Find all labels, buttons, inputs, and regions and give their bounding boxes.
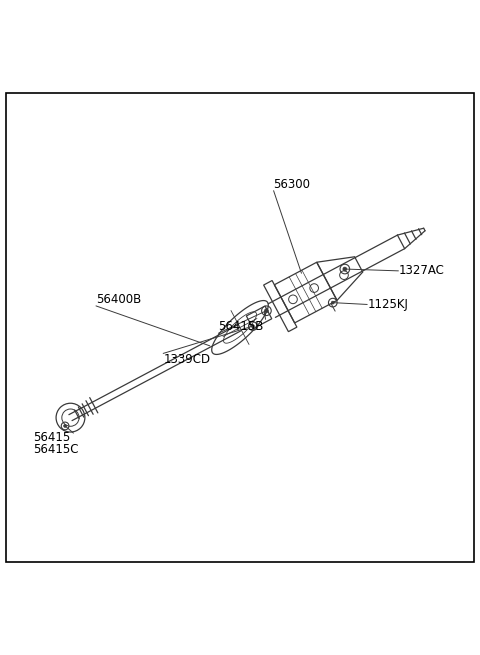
Circle shape xyxy=(331,301,334,304)
Text: 1339CD: 1339CD xyxy=(163,354,210,366)
Text: 56415C: 56415C xyxy=(33,443,78,456)
Circle shape xyxy=(252,325,254,328)
Text: 56415B: 56415B xyxy=(218,320,264,333)
Circle shape xyxy=(64,424,67,427)
Text: 56415: 56415 xyxy=(33,431,70,443)
Text: 1327AC: 1327AC xyxy=(398,265,444,277)
Text: 56300: 56300 xyxy=(274,178,311,191)
Text: 56400B: 56400B xyxy=(96,293,141,306)
Circle shape xyxy=(264,309,268,312)
Text: 1125KJ: 1125KJ xyxy=(367,298,408,311)
Circle shape xyxy=(343,267,347,271)
